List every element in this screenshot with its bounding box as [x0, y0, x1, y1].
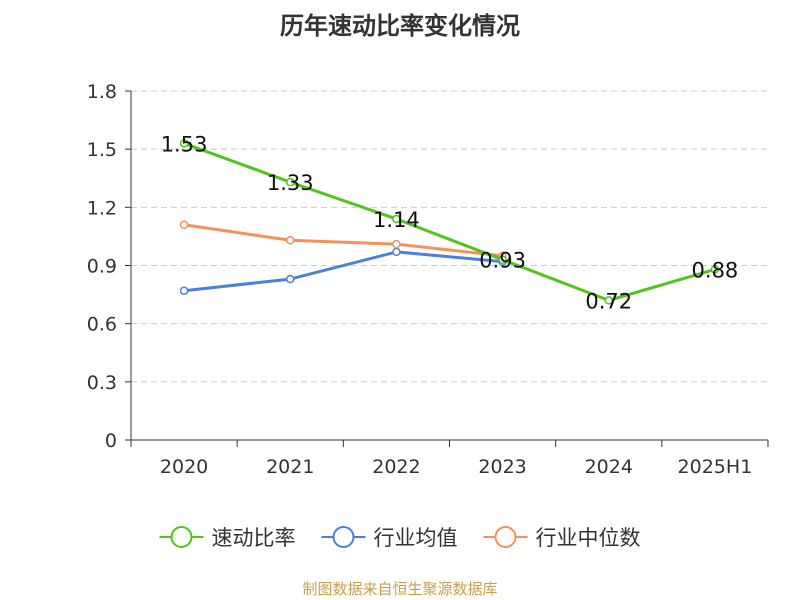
series-line — [183, 223, 503, 258]
legend-label: 行业中位数 — [536, 526, 641, 550]
data-point — [286, 177, 295, 187]
x-tick-label: 2024 — [585, 456, 633, 478]
data-point — [179, 286, 189, 295]
x-tick-label: 2021 — [266, 456, 314, 478]
data-point — [392, 214, 401, 224]
x-tick-label: 2022 — [372, 456, 420, 478]
series-line — [183, 250, 503, 293]
data-point — [286, 274, 295, 284]
y-tick-label: 1.2 — [87, 197, 117, 219]
data-point — [498, 255, 507, 264]
data-label: 0.72 — [585, 289, 632, 313]
data-point — [179, 139, 189, 148]
y-tick-label: 1.8 — [87, 81, 117, 103]
data-point — [392, 247, 401, 257]
data-label: 1.33 — [267, 171, 314, 195]
chart-title: 历年速动比率变化情况 — [280, 12, 520, 40]
data-label: 0.88 — [692, 258, 739, 282]
legend-label: 速动比率 — [212, 526, 296, 550]
data-point — [710, 265, 720, 274]
x-tick-label: 2025H1 — [678, 456, 753, 478]
x-tick-label: 2020 — [160, 456, 208, 478]
y-tick-label: 0 — [105, 430, 117, 452]
y-tick-label: 0.9 — [87, 256, 117, 278]
data-label: 1.14 — [373, 208, 420, 232]
data-label: 1.53 — [161, 132, 208, 156]
y-tick-label: 1.5 — [87, 139, 117, 161]
data-label: 0.93 — [479, 249, 526, 273]
legend-marker — [170, 526, 193, 548]
data-point — [392, 239, 401, 249]
legend-marker — [332, 526, 355, 548]
data-point — [179, 220, 189, 230]
legend-marker — [494, 526, 517, 548]
series-line — [183, 141, 716, 302]
data-point — [286, 236, 295, 245]
source-note: 制图数据来自恒生聚源数据库 — [302, 580, 498, 598]
y-tick-label: 0.6 — [87, 314, 117, 336]
y-tick-label: 0.3 — [87, 372, 117, 394]
x-tick-label: 2023 — [478, 456, 526, 478]
data-point — [604, 296, 613, 305]
legend-label: 行业均值 — [374, 526, 458, 550]
